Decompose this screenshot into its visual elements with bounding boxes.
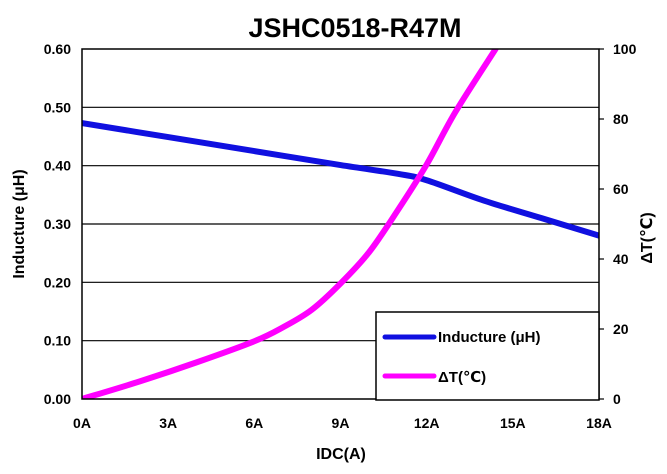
y2-tick-label: 100 [613,41,637,57]
y2-tick-label: 0 [613,391,621,407]
tick-labels: 0.00 0.10 0.20 0.30 0.40 0.50 0.60 0 20 40 60 80 100… [44,41,637,431]
y-tick-label: 0.00 [44,391,71,407]
series-line-inductance [82,120,599,239]
legend-box [375,311,600,401]
legend-label-inductance: Inducture (μH) [438,329,541,346]
x-tick-label: 6A [245,415,263,431]
y-tick-label: 0.30 [44,216,71,232]
y2-tick-label: 40 [613,251,629,267]
x-tick-label: 18A [586,415,612,431]
y-tick-label: 0.50 [44,99,71,115]
y-axis-label: Inducture (μH) [11,169,28,278]
x-tick-label: 0A [73,415,91,431]
y2-tick-label: 60 [613,181,629,197]
series-layer [82,49,599,399]
y-tick-label: 0.60 [44,41,71,57]
x-axis-label: IDC(A) [316,446,366,463]
grid [82,106,599,342]
y2-axis-label: ΔT(℃) [639,212,656,263]
y-tick-label: 0.20 [44,274,71,290]
series-line-temperature-rise [82,49,499,399]
legend-label-temperature-rise: ΔT(℃) [438,369,486,386]
y2-tick-label: 80 [613,111,629,127]
legend: Inducture (μH) ΔT(℃) [375,311,600,401]
plot-frame [81,48,600,400]
chart-title: JSHC0518-R47M [248,13,461,43]
x-tick-label: 9A [332,415,350,431]
x-tick-label: 3A [159,415,177,431]
y2-tick-label: 20 [613,321,629,337]
y-tick-label: 0.10 [44,333,71,349]
x-tick-label: 15A [500,415,526,431]
y-tick-label: 0.40 [44,158,71,174]
x-tick-label: 12A [414,415,440,431]
